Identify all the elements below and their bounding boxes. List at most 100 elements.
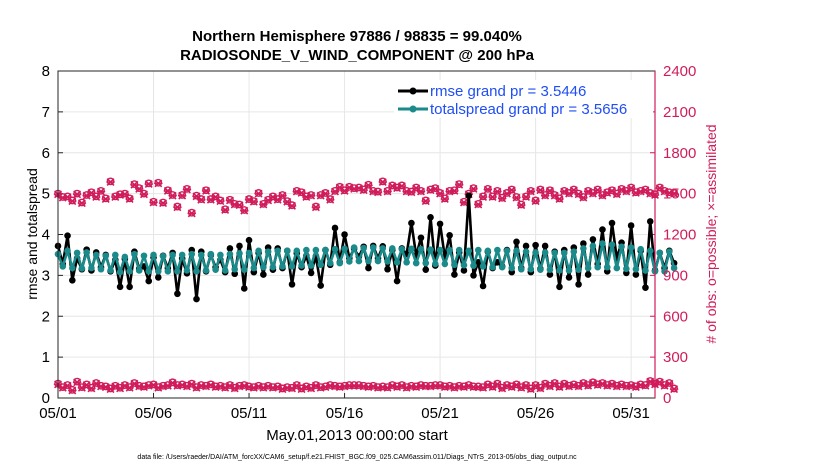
x-tick-label: 05/31 [612, 405, 650, 422]
totalspread-point [474, 246, 482, 254]
totalspread-point [627, 244, 635, 251]
totalspread-point [317, 261, 324, 269]
obs-possible-point [163, 186, 172, 195]
totalspread-point [121, 253, 129, 261]
obs-assimilated-point [139, 190, 149, 199]
totalspread-point [408, 245, 415, 253]
obs-assimilated-point [655, 184, 664, 193]
totalspread-point [470, 262, 477, 269]
totalspread-point [88, 264, 95, 272]
totalspread-point [322, 246, 329, 254]
totalspread-point [594, 263, 601, 271]
obs-possible-point [106, 177, 115, 186]
obs-assimilated-point [216, 197, 225, 206]
obs-assimilated-point [187, 209, 196, 218]
rmse-point [589, 236, 597, 243]
totalspread-point [384, 258, 391, 265]
totalspread-point [455, 246, 463, 254]
totalspread-point [670, 264, 678, 272]
obs-assimilated-point [469, 184, 478, 193]
y-left-tick-label: 5 [42, 186, 50, 203]
obs-possible-point [211, 192, 220, 201]
totalspread-point [145, 267, 153, 275]
obs-possible-point [149, 197, 158, 206]
rmse-point [532, 241, 539, 249]
obs-assimilated-point [459, 198, 469, 207]
totalspread-point [494, 246, 501, 254]
obs-assimilated-point [521, 381, 531, 390]
totalspread-point [250, 264, 258, 272]
totalspread-point [522, 248, 530, 255]
obs-possible-point [202, 186, 210, 195]
totalspread-point [135, 267, 143, 274]
totalspread-point [642, 267, 649, 274]
obs-possible-point [73, 377, 82, 386]
rmse-point [556, 283, 563, 291]
rmse-point [436, 220, 444, 228]
obs-assimilated-point [340, 186, 349, 195]
obs-possible-point [579, 379, 588, 387]
rmse-point [646, 218, 654, 225]
totalspread-point [255, 247, 262, 255]
obs-possible-point [68, 196, 77, 205]
totalspread-point [498, 263, 506, 271]
totalspread-point [560, 249, 568, 257]
rmse-point [307, 269, 315, 277]
totalspread-point [603, 263, 611, 271]
tick-labels: 0 1 2 3 4 5 6 7 8 0 300 600 900 1200 1500 1800 2100 2400 0… [39, 63, 696, 422]
y-right-tick-label: 1800 [663, 145, 696, 162]
y-left-tick-label: 8 [42, 63, 50, 80]
obs-possible-point [665, 379, 674, 387]
totalspread-point [465, 247, 473, 255]
rmse-point [365, 264, 372, 272]
obs-assimilated-point [450, 186, 459, 195]
totalspread-point [231, 265, 239, 273]
obs-possible-point [670, 384, 679, 393]
totalspread-point [365, 257, 372, 265]
obs-assimilated-point [526, 385, 536, 394]
rmse-point [226, 245, 234, 252]
rmse-point [245, 236, 253, 244]
obs-possible-point [364, 180, 373, 189]
obs-possible-point [135, 184, 144, 193]
obs-assimilated-point [173, 203, 182, 212]
y-axis-left-label: rmse and totalspread [24, 168, 40, 300]
totalspread-point [221, 267, 229, 274]
y-right-tick-label: 0 [663, 390, 671, 407]
totalspread-point [97, 265, 105, 273]
obs-possible-point [187, 208, 196, 217]
obs-possible-point [560, 186, 569, 195]
obs-possible-point [593, 185, 602, 194]
obs-assimilated-point [306, 191, 316, 200]
obs-assimilated-point [454, 180, 464, 189]
totalspread-point [69, 264, 76, 272]
obs-possible-point [493, 186, 502, 195]
obs-assimilated-point [192, 192, 201, 201]
totalspread-point [274, 247, 281, 255]
obs-possible-point [383, 186, 392, 195]
totalspread-point [613, 264, 621, 272]
totalspread-point [432, 260, 439, 268]
x-axis-label: May.01,2013 00:00:00 start [266, 427, 448, 444]
obs-assimilated-point [493, 187, 502, 196]
y-left-tick-label: 4 [42, 227, 50, 244]
obs-possible-point [159, 198, 167, 207]
totalspread-point [283, 247, 291, 255]
totalspread-point [422, 259, 430, 267]
totalspread-point [150, 251, 157, 259]
totalspread-point [580, 245, 587, 252]
obs-possible-point [388, 181, 397, 190]
rmse-point [580, 240, 587, 247]
totalspread-point [527, 265, 535, 273]
totalspread-point [126, 267, 133, 275]
obs-assimilated-point [168, 191, 177, 200]
obs-assimilated-point [197, 195, 206, 204]
totalspread-point [226, 250, 234, 258]
obs-possible-point [120, 381, 129, 389]
obs-possible-point [226, 195, 234, 204]
totalspread-point [412, 259, 420, 267]
obs-possible-point [455, 180, 464, 188]
obs-possible-point [498, 193, 507, 202]
obs-assimilated-point [669, 189, 679, 198]
